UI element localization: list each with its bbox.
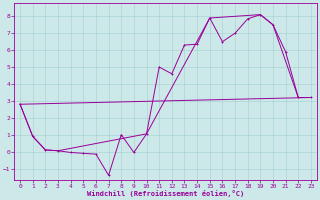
X-axis label: Windchill (Refroidissement éolien,°C): Windchill (Refroidissement éolien,°C) [87,190,244,197]
